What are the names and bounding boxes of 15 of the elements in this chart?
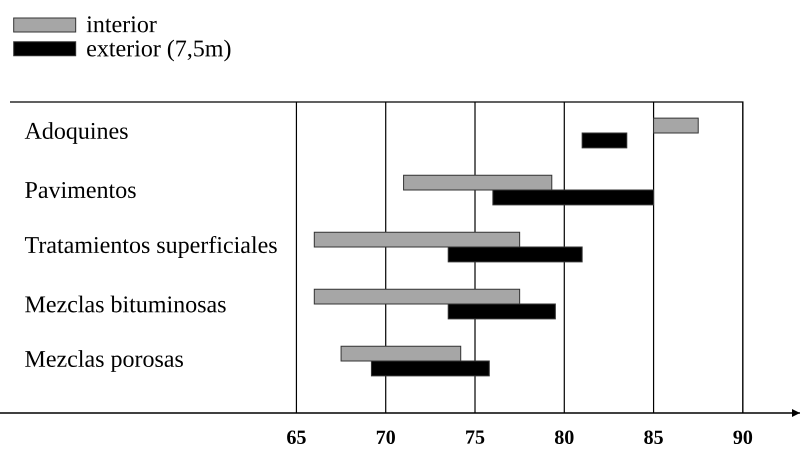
bar [582, 132, 628, 148]
bar [653, 118, 699, 134]
x-tick-label: 75 [466, 430, 484, 444]
x-tick-label: 65 [287, 430, 306, 444]
x-tick-label: 90 [733, 430, 752, 444]
legend-label: interior [86, 16, 157, 32]
y-tick-label: Tratamientos superficiales [24, 236, 277, 258]
x-tick-label: 85 [644, 430, 663, 444]
x-tick-label: 80 [554, 430, 574, 444]
legend-label: exterior (7,5m) [87, 40, 230, 62]
y-tick-label: Mezclas porosas [25, 350, 183, 372]
y-tick-label: Pavimentos [25, 182, 136, 198]
x-tick-label: 70 [376, 430, 395, 444]
y-tick-label: Mezclas bituminosas [25, 296, 226, 312]
y-tick-label: Adoquines [24, 122, 128, 144]
